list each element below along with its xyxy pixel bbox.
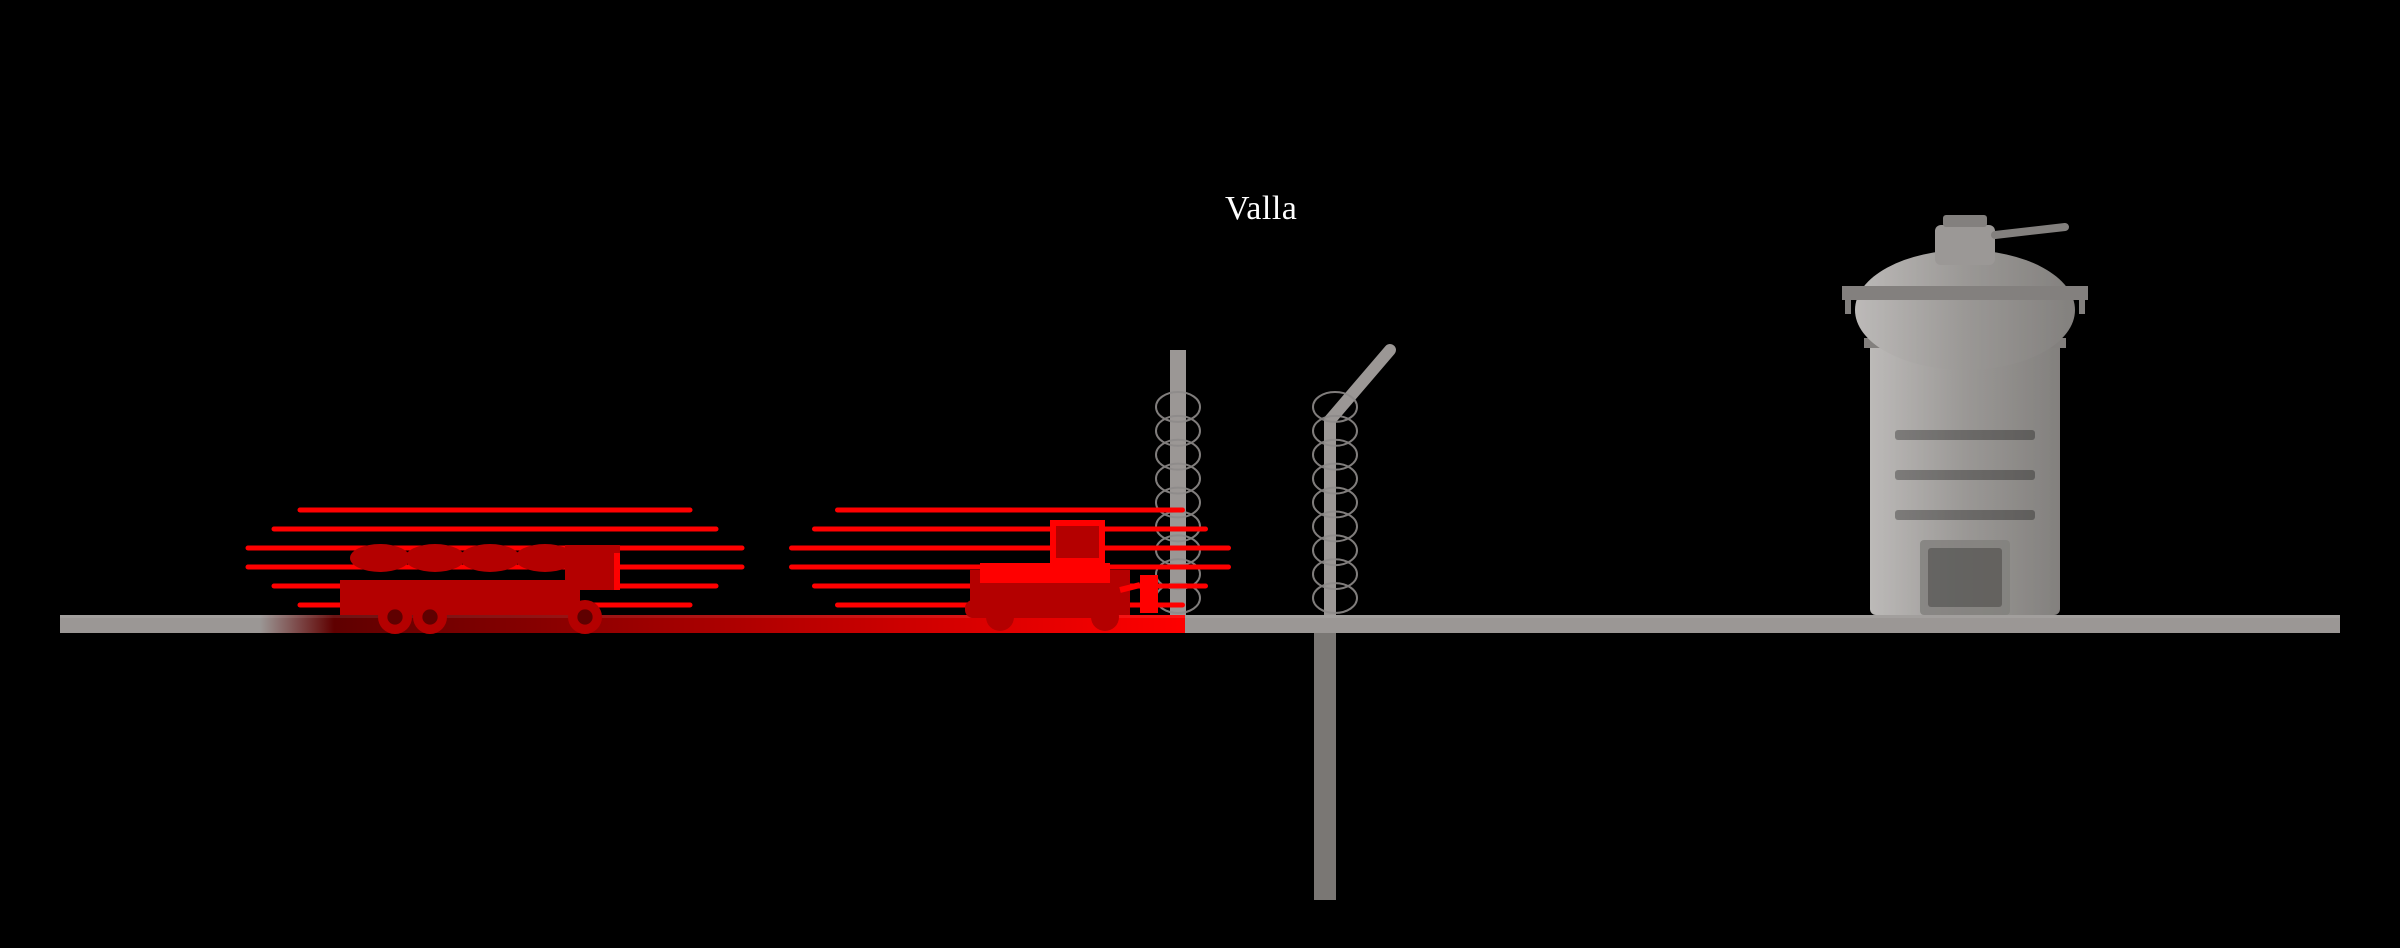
fence-label: Valla	[1225, 190, 1297, 228]
bulldozer-silhouette	[965, 520, 1158, 631]
diagram-stage: Valla	[0, 0, 2400, 948]
watchtower	[1830, 205, 2100, 615]
diagram-svg	[0, 0, 2400, 948]
